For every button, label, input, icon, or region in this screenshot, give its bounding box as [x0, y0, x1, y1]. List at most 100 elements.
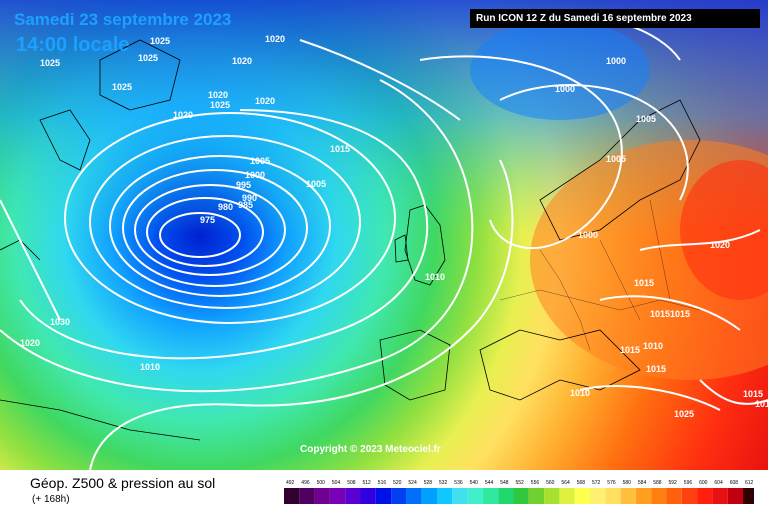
scale-swatch — [666, 488, 682, 504]
scale-label: 528 — [424, 480, 433, 486]
pressure-label: 1015 — [330, 144, 350, 154]
scale-swatch — [421, 488, 437, 504]
scale-label: 548 — [500, 480, 509, 486]
scale-label: 580 — [623, 480, 632, 486]
footer-subtitle: (+ 168h) — [32, 494, 70, 505]
scale-swatch — [482, 488, 499, 504]
isobars — [0, 16, 768, 470]
scale-label: 572 — [592, 480, 601, 486]
scale-label: 568 — [577, 480, 586, 486]
pressure-label: 980 — [218, 202, 233, 212]
scale-swatch — [590, 488, 606, 504]
scale-swatch — [299, 488, 315, 504]
scale-label: 596 — [684, 480, 693, 486]
scale-label: 520 — [393, 480, 402, 486]
scale-label: 492 — [286, 480, 295, 486]
pressure-label: 1015 — [620, 345, 640, 355]
scale-label: 584 — [638, 480, 647, 486]
pressure-label: 1025 — [674, 409, 694, 419]
scale-label: 536 — [454, 480, 463, 486]
pressure-label: 1000 — [555, 84, 575, 94]
forecast-date: Samedi 23 septembre 2023 — [14, 10, 232, 29]
scale-swatch — [528, 488, 545, 504]
scale-label: 544 — [485, 480, 494, 486]
pressure-label: 1025 — [40, 58, 60, 68]
pressure-label: 1005 — [636, 114, 656, 124]
pressure-label: 1020 — [20, 338, 40, 348]
pressure-label: 995 — [236, 180, 251, 190]
run-info: Run ICON 12 Z du Samedi 16 septembre 202… — [470, 9, 760, 28]
scale-swatch — [681, 488, 698, 504]
scale-label: 524 — [408, 480, 417, 486]
scale-swatch — [651, 488, 667, 504]
pressure-label: 1020 — [208, 90, 228, 100]
pressure-label: 1000 — [606, 56, 626, 66]
scale-swatch — [697, 488, 713, 504]
copyright: Copyright © 2023 Meteociel.fr — [300, 444, 441, 455]
pressure-label: 1010 — [425, 272, 445, 282]
scale-swatch — [375, 488, 392, 504]
pressure-label: 1010 — [570, 388, 590, 398]
borders — [499, 199, 701, 351]
scale-label: 496 — [301, 480, 310, 486]
scale-label: 532 — [439, 480, 448, 486]
pressure-label: 1030 — [50, 317, 70, 327]
scale-swatch — [406, 488, 422, 504]
scale-label: 560 — [546, 480, 555, 486]
scale-label: 600 — [699, 480, 708, 486]
pressure-label: 1005 — [306, 179, 326, 189]
scale-swatch — [467, 488, 483, 504]
scale-swatch — [712, 488, 728, 504]
pressure-label: 1025 — [112, 82, 132, 92]
pressure-label: 1025 — [138, 53, 158, 63]
scale-label: 604 — [714, 480, 723, 486]
pressure-label: 1020 — [710, 240, 730, 250]
forecast-time: 14:00 locale — [16, 34, 130, 56]
scale-label: 512 — [363, 480, 372, 486]
scale-swatch — [391, 488, 407, 504]
pressure-label: 985 — [238, 200, 253, 210]
scale-swatch — [284, 488, 300, 504]
pressure-label: 1015 — [670, 309, 690, 319]
scale-swatch — [635, 488, 652, 504]
scale-label: 556 — [531, 480, 540, 486]
pressure-label: 1005 — [606, 154, 626, 164]
scale-label: 500 — [317, 480, 326, 486]
scale-swatch — [544, 488, 560, 504]
scale-swatch — [314, 488, 330, 504]
scale-swatch — [452, 488, 468, 504]
pressure-label: 1020 — [232, 56, 252, 66]
scale-label: 576 — [607, 480, 616, 486]
pressure-label: 1020 — [173, 110, 193, 120]
scale-swatch — [437, 488, 453, 504]
pressure-labels: 1025 1025 1020 1025 1025 1020 1020 1025 1020 1020… — [20, 34, 768, 419]
pressure-label: 1000 — [578, 230, 598, 240]
pressure-label: 1020 — [265, 34, 285, 44]
pressure-label: 1000 — [245, 170, 265, 180]
scale-label: 516 — [378, 480, 387, 486]
scale-swatch — [329, 488, 346, 504]
pressure-label: 1005 — [250, 156, 270, 166]
pressure-label: 990 — [242, 193, 257, 203]
scale-label: 540 — [470, 480, 479, 486]
scale-label: 608 — [730, 480, 739, 486]
pressure-label: 1015 — [646, 364, 666, 374]
pressure-label: 1025 — [150, 36, 170, 46]
pressure-label: 1010 — [140, 362, 160, 372]
color-scale: 492 496 500 504 508 512 516 520 524 528 532 536 540 5… — [284, 480, 754, 504]
pressure-label: 1020 — [255, 96, 275, 106]
scale-swatch — [620, 488, 636, 504]
weather-map: 1025 1025 1020 1025 1025 1020 1020 1025 1020 1020… — [0, 0, 768, 470]
scale-swatch — [574, 488, 590, 504]
scale-swatch — [498, 488, 514, 504]
scale-label: 508 — [347, 480, 356, 486]
scale-label: 612 — [745, 480, 754, 486]
scale-label: 552 — [516, 480, 525, 486]
scale-label: 564 — [561, 480, 570, 486]
scale-swatch — [360, 488, 376, 504]
pressure-label: 1015 — [650, 309, 670, 319]
scale-swatch — [345, 488, 361, 504]
scale-swatch — [513, 488, 529, 504]
scale-swatch — [605, 488, 621, 504]
pressure-label: 1015 — [634, 278, 654, 288]
